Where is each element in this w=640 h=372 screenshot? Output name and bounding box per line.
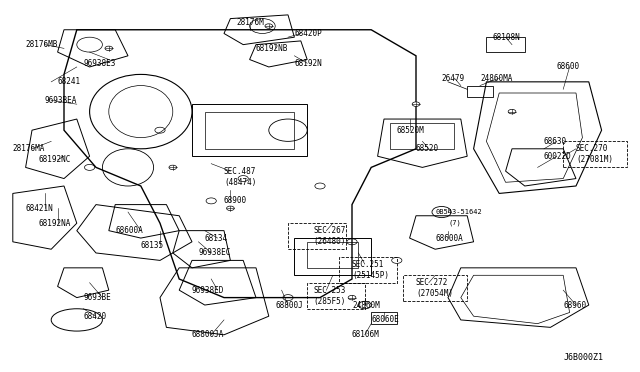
Text: SEC.253: SEC.253 [314, 286, 346, 295]
Bar [371, 312, 397, 324]
Text: (48474): (48474) [224, 178, 257, 187]
Text: 68241: 68241 [58, 77, 81, 86]
Text: 68192NB: 68192NB [256, 44, 289, 53]
Bar [205, 112, 294, 149]
Text: (285F5): (285F5) [314, 297, 346, 306]
Text: 68520: 68520 [416, 144, 439, 153]
Ellipse shape [508, 109, 516, 114]
Text: 24860MA: 24860MA [480, 74, 513, 83]
Text: 96938EC: 96938EC [198, 248, 231, 257]
Text: 28176MA: 28176MA [13, 144, 45, 153]
Text: 9693BE: 9693BE [83, 293, 111, 302]
Text: 68420P: 68420P [294, 29, 322, 38]
Bar [307, 242, 358, 268]
Text: 68800J: 68800J [275, 301, 303, 310]
Bar [486, 37, 525, 52]
Bar [288, 223, 346, 249]
Ellipse shape [348, 295, 356, 300]
Text: SEC.251: SEC.251 [352, 260, 385, 269]
Text: J6B000Z1: J6B000Z1 [563, 353, 604, 362]
Bar [467, 86, 493, 97]
Text: SEC.487: SEC.487 [224, 167, 257, 176]
Ellipse shape [227, 206, 234, 211]
Text: (27054M): (27054M) [416, 289, 453, 298]
Bar [339, 257, 397, 283]
Text: 68134: 68134 [205, 234, 228, 243]
Text: 68520M: 68520M [397, 126, 424, 135]
Bar [563, 141, 627, 167]
Text: SEC.270: SEC.270 [576, 144, 609, 153]
Ellipse shape [265, 24, 273, 28]
Text: (25145P): (25145P) [352, 271, 389, 280]
Text: 68192N: 68192N [294, 59, 322, 68]
Bar [307, 283, 365, 309]
Text: 68600A: 68600A [435, 234, 463, 243]
Text: 68106M: 68106M [352, 330, 380, 339]
Bar [192, 104, 307, 156]
Text: 68108N: 68108N [493, 33, 520, 42]
Text: 28176MB: 28176MB [26, 40, 58, 49]
Text: 68060E: 68060E [371, 315, 399, 324]
Text: (27081M): (27081M) [576, 155, 613, 164]
Text: 68600: 68600 [557, 62, 580, 71]
Text: 68420: 68420 [83, 312, 106, 321]
Text: 96938E3: 96938E3 [83, 59, 116, 68]
Bar [403, 275, 467, 301]
Text: 68800JA: 68800JA [192, 330, 225, 339]
Text: 26479: 26479 [442, 74, 465, 83]
Text: 0B543-51642: 0B543-51642 [435, 209, 482, 215]
Text: SEC.267: SEC.267 [314, 226, 346, 235]
Text: 68600A: 68600A [115, 226, 143, 235]
Text: 68421N: 68421N [26, 204, 53, 213]
Bar [294, 238, 371, 275]
Text: (7): (7) [448, 220, 461, 227]
Ellipse shape [105, 46, 113, 51]
Ellipse shape [412, 102, 420, 106]
Text: 28176M: 28176M [237, 18, 264, 27]
Text: 68192NA: 68192NA [38, 219, 71, 228]
Text: (26480): (26480) [314, 237, 346, 246]
Text: 68630: 68630 [544, 137, 567, 146]
Ellipse shape [169, 165, 177, 170]
Text: 68900: 68900 [224, 196, 247, 205]
Text: 96938ED: 96938ED [192, 286, 225, 295]
Text: SEC.272: SEC.272 [416, 278, 449, 287]
Text: 68192NC: 68192NC [38, 155, 71, 164]
Text: 24860M: 24860M [352, 301, 380, 310]
Text: 68960: 68960 [563, 301, 586, 310]
Text: 68135: 68135 [141, 241, 164, 250]
Text: 60022D: 60022D [544, 152, 572, 161]
Bar [390, 123, 454, 149]
Text: 9693BEA: 9693BEA [45, 96, 77, 105]
